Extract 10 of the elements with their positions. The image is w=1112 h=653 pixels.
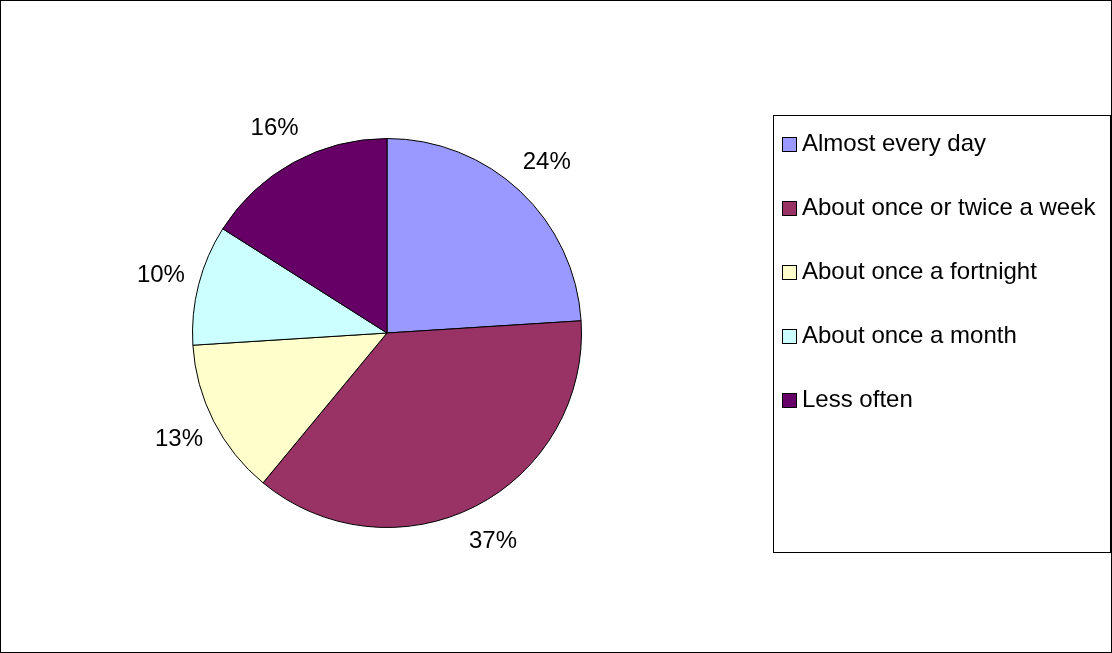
legend-label: About once or twice a week <box>802 192 1096 222</box>
data-label: 24% <box>522 147 571 175</box>
data-label: 10% <box>136 259 185 287</box>
data-label: 13% <box>155 423 204 451</box>
data-label: 37% <box>468 525 517 553</box>
legend-label: About once a month <box>802 320 1017 350</box>
data-label: 16% <box>250 113 299 141</box>
legend-label: About once a fortnight <box>802 256 1037 286</box>
legend-label: Almost every day <box>802 128 987 158</box>
legend-label: Less often <box>802 384 913 414</box>
